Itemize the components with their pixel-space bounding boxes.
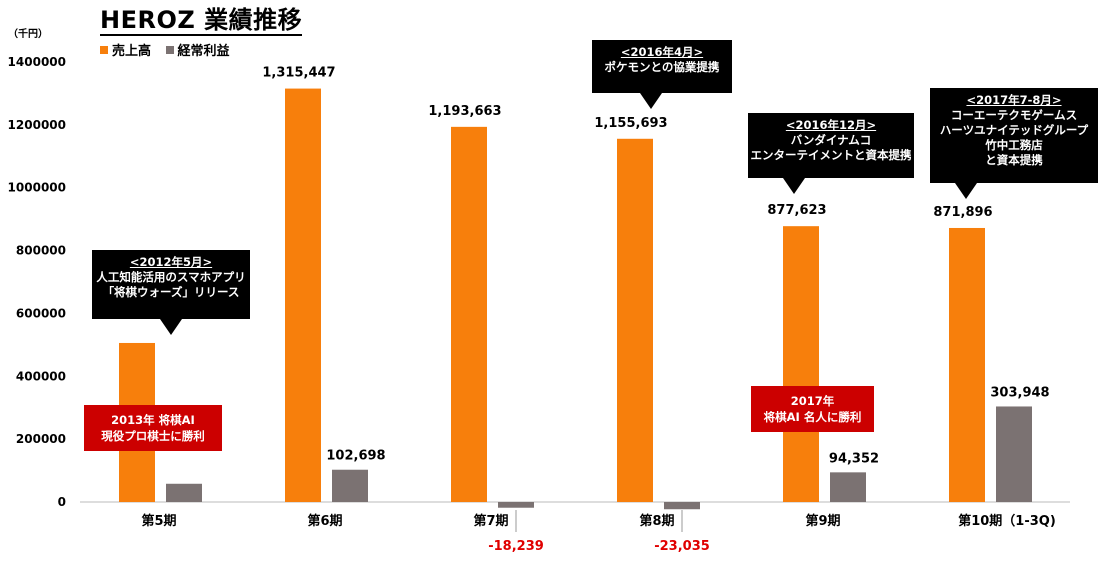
data-label-sales: 1,315,447	[262, 66, 335, 81]
data-label-sales: 871,896	[933, 205, 992, 220]
x-category-label: 第8期	[639, 513, 674, 529]
data-label-sales: 1,193,663	[428, 104, 501, 119]
data-label-profit-negative: -23,035	[654, 539, 710, 554]
chart-title: HEROZ 業績推移	[100, 6, 303, 36]
y-tick-label: 1200000	[8, 118, 66, 132]
x-category-label: 第9期	[805, 513, 840, 529]
callout-line: ハーツユナイテッドグループ	[939, 123, 1089, 137]
callout-line: 人工知能活用のスマホアプリ	[96, 270, 246, 284]
bar-profit	[664, 502, 700, 510]
callout-line: コーエーテクモゲームス	[950, 108, 1078, 122]
callout-line: 「将棋ウォーズ」リリース	[102, 285, 240, 299]
y-unit-label: （千円）	[8, 27, 48, 40]
x-category-label: 第6期	[307, 513, 342, 529]
callout-header: <2017年7-8月>	[966, 93, 1062, 107]
x-category-label: 第10期（1-3Q)	[958, 513, 1056, 529]
bar-profit	[166, 483, 202, 502]
bar-sales	[285, 88, 321, 503]
y-tick-label: 800000	[16, 244, 66, 258]
callout-header: <2012年5月>	[129, 255, 213, 269]
callout-header: <2016年4月>	[620, 45, 704, 59]
y-tick-label: 600000	[16, 306, 66, 320]
y-tick-label: 1400000	[8, 55, 66, 69]
callout-2017-07-08: <2017年7-8月> コーエーテクモゲームス ハーツユナイテッドグループ 竹中…	[930, 88, 1098, 199]
callout-header: <2016年12月>	[785, 118, 877, 132]
highlight-2013-shogi-ai: 2013年 将棋AI 現役プロ棋士に勝利	[84, 405, 222, 451]
callout-line: と資本提携	[985, 153, 1043, 167]
data-label-profit: 102,698	[326, 449, 385, 464]
bar-profit	[996, 406, 1032, 502]
legend-label-profit: 経常利益	[177, 44, 230, 59]
callout-line: バンダイナムコ	[790, 133, 872, 147]
bar-sales	[451, 126, 487, 503]
callout-line: 竹中工務店	[985, 138, 1043, 152]
highlight-line: 現役プロ棋士に勝利	[101, 429, 205, 443]
highlight-2017-shogi-ai: 2017年 将棋AI 名人に勝利	[751, 386, 874, 432]
y-tick-label: 0	[58, 495, 66, 509]
bar-profit	[830, 472, 866, 502]
legend-item-profit: 経常利益	[165, 40, 230, 59]
data-label-profit-negative: -18,239	[488, 539, 544, 554]
callout-2016-04: <2016年4月> ポケモンとの協業提携	[592, 40, 732, 109]
callout-2012-05: <2012年5月> 人工知能活用のスマホアプリ 「将棋ウォーズ」リリース	[92, 250, 250, 335]
data-label-profit: 303,948	[990, 385, 1049, 400]
highlight-line: 将棋AI 名人に勝利	[763, 410, 862, 424]
data-label-sales: 1,155,693	[594, 116, 667, 131]
bar-sales	[949, 227, 985, 503]
x-category-label: 第7期	[473, 513, 508, 529]
bar-sales	[617, 138, 653, 502]
bar-profit	[498, 502, 534, 508]
x-category-label: 第5期	[141, 513, 176, 529]
legend-item-sales: 売上高	[100, 40, 151, 59]
data-label-profit: 94,352	[829, 451, 879, 466]
callout-2016-12: <2016年12月> バンダイナムコ エンターテイメントと資本提携	[748, 113, 914, 194]
data-label-sales: 877,623	[767, 203, 826, 218]
bar-profit	[332, 469, 368, 502]
callout-line: エンターテイメントと資本提携	[750, 148, 912, 162]
callout-line: ポケモンとの協業提携	[604, 60, 720, 74]
legend-label-sales: 売上高	[112, 44, 152, 59]
legend-swatch-sales	[100, 45, 108, 54]
highlight-line: 2013年 将棋AI	[111, 413, 195, 427]
legend: 売上高 経常利益	[100, 40, 240, 59]
y-tick-label: 200000	[16, 432, 66, 446]
y-tick-label: 400000	[16, 369, 66, 383]
bar-sales	[783, 226, 819, 502]
legend-swatch-profit	[165, 45, 174, 54]
highlight-line: 2017年	[790, 394, 835, 408]
y-tick-label: 1000000	[8, 181, 66, 195]
